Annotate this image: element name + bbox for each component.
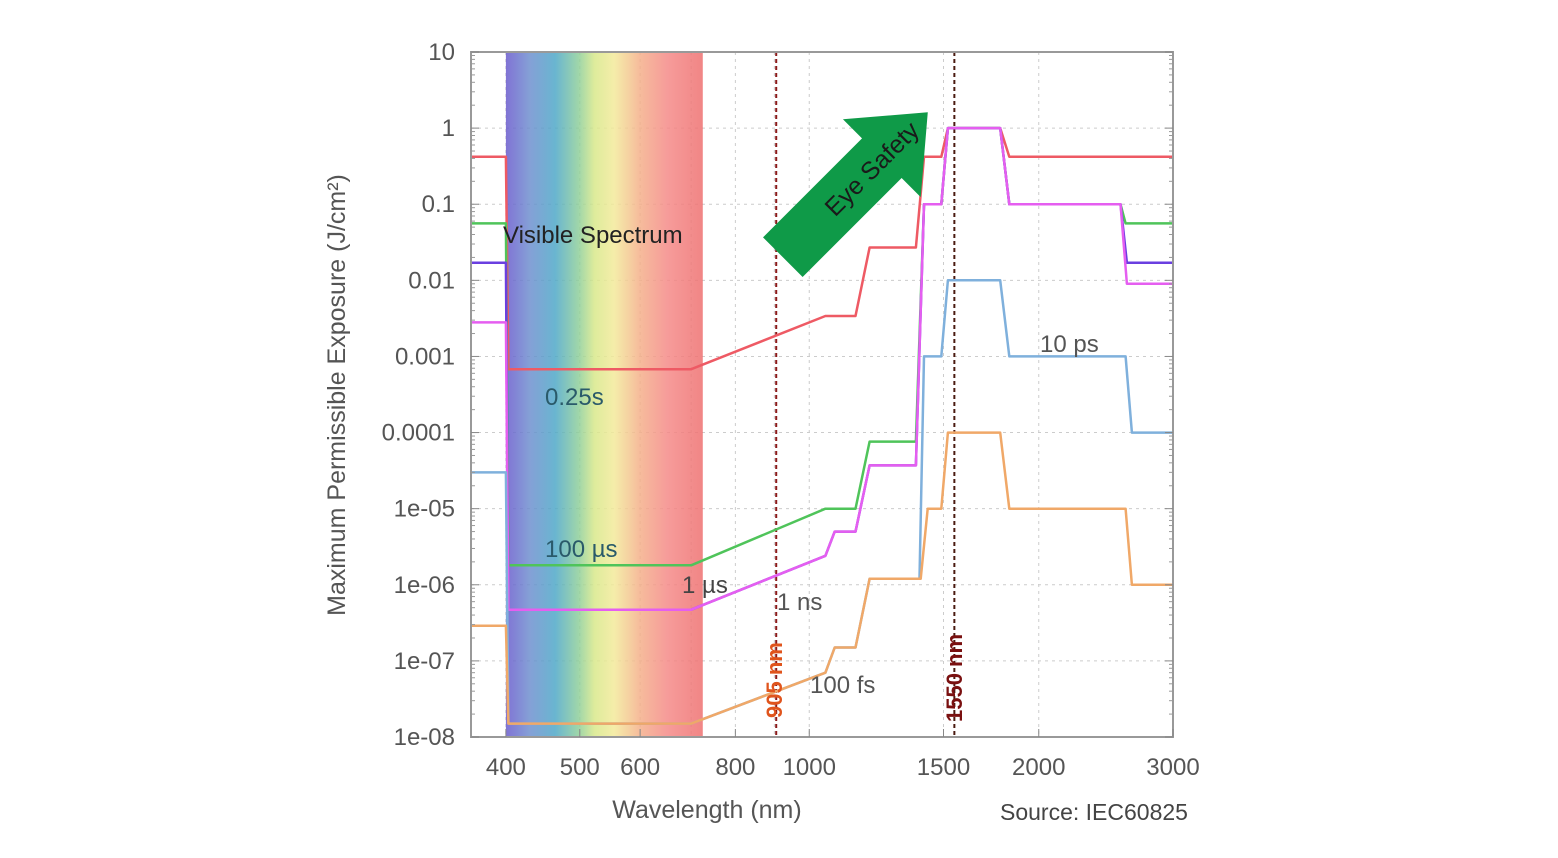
visible-spectrum-band (505, 52, 703, 737)
y-tick-label: 0.001 (395, 343, 455, 370)
y-tick-label: 1e-06 (394, 572, 455, 599)
series-label-1us: 1 µs (682, 572, 728, 599)
x-tick-label: 2000 (1012, 754, 1065, 781)
y-tick-label: 0.1 (422, 191, 455, 218)
y-axis-label: Maximum Permissible Exposure (J/cm²) (323, 174, 351, 616)
x-tick-label: 600 (620, 754, 660, 781)
series-label-100fs: 100 fs (810, 672, 875, 699)
source-note: Source: IEC60825 (1000, 799, 1188, 825)
y-tick-label: 1e-07 (394, 648, 455, 675)
series-line-3 (471, 126, 1173, 611)
x-tick-label: 500 (560, 754, 600, 781)
series-label-10ps: 10 ps (1040, 331, 1099, 358)
y-tick-label: 0.0001 (382, 420, 455, 447)
x-tick-label: 1500 (917, 754, 970, 781)
x-tick-label: 3000 (1146, 754, 1199, 781)
marker-label-905: 905 nm (762, 642, 787, 718)
arrow-icon (763, 112, 928, 277)
marker-label-1550: 1550 nm (942, 634, 967, 722)
series-label-0-25s: 0.25s (545, 384, 604, 411)
series-line-5 (471, 431, 1173, 725)
x-tick-label: 400 (486, 754, 526, 781)
y-tick-label: 1 (442, 115, 455, 142)
visible-spectrum-label: Visible Spectrum (503, 222, 683, 249)
x-axis-label: Wavelength (nm) (612, 796, 801, 824)
x-tick-label: 1000 (783, 754, 836, 781)
plot-frame (470, 51, 1174, 738)
y-tick-label: 0.01 (408, 267, 455, 294)
series-label-100us: 100 µs (545, 536, 618, 563)
x-tick-label: 800 (715, 754, 755, 781)
y-tick-label: 1e-05 (394, 496, 455, 523)
series-label-1ns: 1 ns (777, 589, 822, 616)
y-tick-label: 1e-08 (394, 724, 455, 751)
eye-safety-arrow: Eye Safety (763, 112, 928, 277)
y-tick-label: 10 (428, 39, 455, 66)
